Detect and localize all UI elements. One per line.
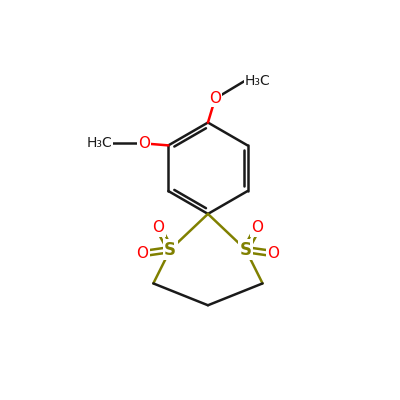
Text: S: S: [164, 241, 176, 259]
Text: O: O: [138, 136, 150, 151]
Text: H₃C: H₃C: [245, 74, 271, 88]
Text: O: O: [268, 246, 280, 261]
Text: O: O: [136, 246, 148, 261]
Text: S: S: [240, 241, 252, 259]
Text: O: O: [252, 220, 264, 235]
Text: H₃C: H₃C: [86, 136, 112, 150]
Text: O: O: [152, 220, 164, 235]
Text: O: O: [209, 91, 221, 106]
